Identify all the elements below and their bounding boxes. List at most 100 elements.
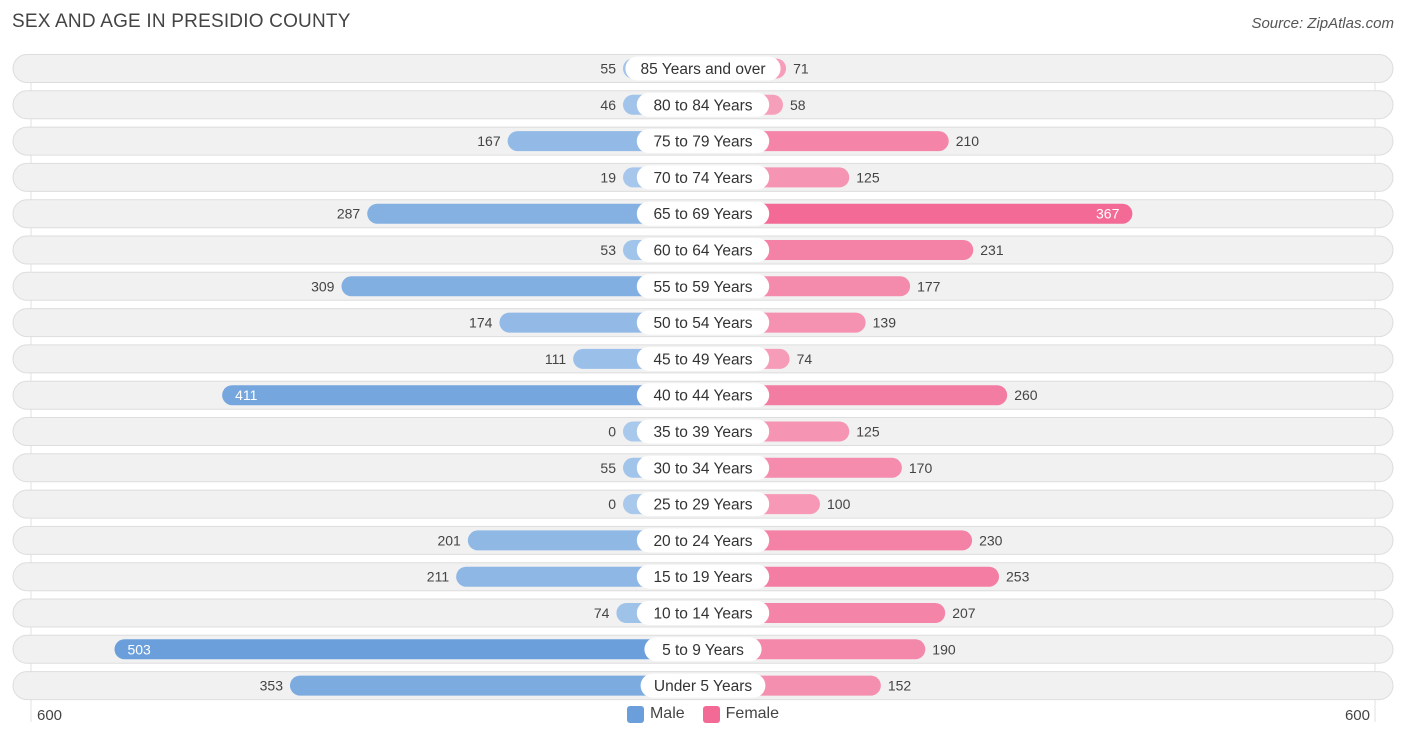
- value-label-female: 139: [873, 315, 897, 331]
- chart-row: 46 58 80 to 84 Years: [12, 90, 1394, 120]
- chart-row: 174 139 50 to 54 Years: [12, 308, 1394, 338]
- value-label-male: 503: [127, 641, 151, 657]
- legend-label-male: Male: [649, 705, 685, 722]
- chart-title: SEX AND AGE IN PRESIDIO COUNTY: [12, 11, 351, 32]
- category-label-background: [636, 419, 770, 444]
- legend-item-female[interactable]: Female: [702, 705, 780, 723]
- category-label: 60 to 64 Years: [653, 243, 752, 260]
- value-label-female: 231: [980, 242, 1004, 258]
- value-label-female: 170: [909, 460, 933, 476]
- category-label-background: [636, 129, 770, 154]
- chart-row: 19 125 70 to 74 Years: [12, 162, 1394, 192]
- value-label-female: 190: [932, 641, 956, 657]
- value-label-male: 55: [600, 61, 616, 77]
- category-label-background: [636, 165, 770, 190]
- chart-row: 74 207 10 to 14 Years: [12, 598, 1394, 628]
- category-label: 20 to 24 Years: [653, 533, 752, 550]
- axis-label-left: 600: [37, 707, 63, 724]
- chart-row: 55 170 30 to 34 Years: [12, 453, 1394, 483]
- bar-male[interactable]: [289, 675, 703, 696]
- category-label-background: [636, 492, 770, 517]
- bar-female[interactable]: [703, 530, 973, 551]
- value-label-male: 174: [469, 315, 493, 331]
- bar-female[interactable]: [703, 566, 1000, 587]
- chart-row: 211 253 15 to 19 Years: [12, 562, 1394, 592]
- value-label-male: 211: [427, 569, 450, 585]
- bar-male[interactable]: [114, 639, 704, 660]
- legend-label-female: Female: [725, 705, 780, 722]
- legend-item-male[interactable]: Male: [626, 705, 685, 723]
- category-label: 70 to 74 Years: [653, 170, 752, 187]
- chart-row: 309 177 55 to 59 Years: [12, 271, 1394, 301]
- category-label-background: [636, 92, 770, 117]
- bar-female[interactable]: [703, 203, 1133, 224]
- category-label-background: [636, 383, 770, 408]
- category-label-background: [636, 201, 770, 226]
- value-label-female: 260: [1014, 387, 1038, 403]
- category-label: 30 to 34 Years: [653, 460, 752, 477]
- chart-row: 201 230 20 to 24 Years: [12, 525, 1394, 555]
- value-label-female: 125: [856, 424, 880, 440]
- bar-female[interactable]: [703, 385, 1008, 406]
- value-label-female: 230: [979, 532, 1003, 548]
- category-label-background: [625, 56, 781, 81]
- value-label-female: 177: [917, 278, 941, 294]
- category-label: 80 to 84 Years: [653, 97, 752, 114]
- value-label-male: 353: [260, 678, 284, 694]
- chart-row: 503 190 5 to 9 Years: [12, 634, 1394, 664]
- value-label-male: 46: [600, 97, 616, 113]
- value-label-female: 152: [888, 678, 912, 694]
- category-label: 35 to 39 Years: [653, 424, 752, 441]
- category-label: 10 to 14 Years: [653, 606, 752, 623]
- value-label-female: 367: [1096, 206, 1120, 222]
- category-label: 40 to 44 Years: [653, 388, 752, 405]
- category-label: 5 to 9 Years: [662, 642, 744, 659]
- chart-row: 167 210 75 to 79 Years: [12, 126, 1394, 156]
- value-label-female: 125: [856, 169, 880, 185]
- value-label-male: 0: [608, 424, 616, 440]
- value-label-male: 167: [477, 133, 501, 149]
- chart-legend: Male Female: [0, 705, 1406, 723]
- category-label: 85 Years and over: [641, 61, 766, 78]
- category-label: 65 to 69 Years: [653, 206, 752, 223]
- chart-source: Source: ZipAtlas.com: [1251, 15, 1394, 32]
- value-label-male: 0: [608, 496, 616, 512]
- value-label-male: 201: [437, 532, 461, 548]
- chart-row: 0 100 25 to 29 Years: [12, 489, 1394, 519]
- category-label-background: [636, 564, 770, 589]
- chart-row: 55 71 85 Years and over: [12, 54, 1394, 83]
- chart-row: 111 74 45 to 49 Years: [12, 344, 1394, 374]
- axis-label-right: 600: [1344, 707, 1370, 724]
- value-label-male: 309: [311, 278, 335, 294]
- value-label-male: 74: [594, 605, 610, 621]
- bar-male[interactable]: [222, 385, 703, 406]
- value-label-female: 100: [827, 496, 851, 512]
- value-label-female: 58: [790, 97, 806, 113]
- category-label: 45 to 49 Years: [653, 351, 752, 368]
- category-label-background: [636, 455, 770, 480]
- value-label-female: 210: [956, 133, 980, 149]
- value-label-female: 71: [793, 61, 809, 77]
- bar-male[interactable]: [341, 276, 703, 297]
- value-label-female: 74: [797, 351, 813, 367]
- bar-female[interactable]: [703, 240, 974, 260]
- chart-row: 353 152 Under 5 Years: [12, 671, 1394, 701]
- legend-swatch-male: [626, 705, 644, 723]
- value-label-male: 287: [337, 206, 361, 222]
- category-label-background: [640, 673, 766, 698]
- category-label: 25 to 29 Years: [653, 497, 752, 514]
- chart-row: 287 367 65 to 69 Years: [12, 199, 1394, 229]
- value-label-male: 55: [600, 460, 616, 476]
- category-label: 15 to 19 Years: [653, 569, 752, 586]
- chart-row: 53 231 60 to 64 Years: [12, 235, 1394, 265]
- category-label: 50 to 54 Years: [653, 315, 752, 332]
- category-label-background: [636, 346, 770, 371]
- category-label: 55 to 59 Years: [653, 279, 752, 296]
- category-label: 75 to 79 Years: [653, 134, 752, 151]
- legend-swatch-female: [702, 705, 720, 723]
- category-label: Under 5 Years: [654, 678, 752, 695]
- bar-male[interactable]: [367, 203, 703, 224]
- category-label-background: [636, 238, 770, 262]
- category-label-background: [636, 310, 770, 335]
